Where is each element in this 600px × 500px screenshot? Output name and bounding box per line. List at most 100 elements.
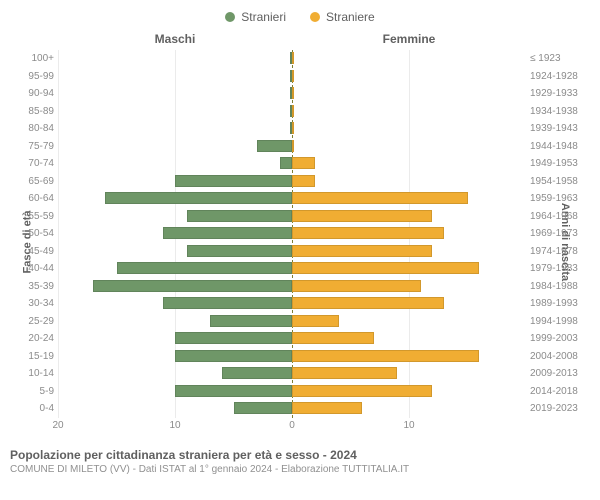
bar-male (175, 385, 292, 397)
age-label: 30-34 (10, 298, 58, 309)
birth-label: ≤ 1923 (526, 53, 590, 64)
legend-swatch-female (310, 12, 320, 22)
age-label: 60-64 (10, 193, 58, 204)
bar-area (58, 348, 526, 366)
bar-male (210, 315, 292, 327)
x-tick: 10 (169, 420, 180, 431)
x-tick: 0 (289, 420, 295, 431)
bar-area (58, 260, 526, 278)
bar-female (292, 87, 294, 99)
pyramid-row: 40-44 1979-1983 (10, 260, 590, 278)
birth-label: 1959-1963 (526, 193, 590, 204)
age-label: 0-4 (10, 403, 58, 414)
population-pyramid: 100+≤ 192395-991924-192890-941929-193385… (10, 50, 590, 418)
age-label: 55-59 (10, 211, 58, 222)
bar-area (58, 155, 526, 173)
bar-female (292, 210, 432, 222)
age-label: 5-9 (10, 386, 58, 397)
birth-label: 1924-1928 (526, 71, 590, 82)
bar-male (117, 262, 293, 274)
pyramid-row: 10-142009-2013 (10, 365, 590, 383)
x-tick: 10 (403, 420, 414, 431)
age-label: 70-74 (10, 158, 58, 169)
pyramid-row: 90-941929-1933 (10, 85, 590, 103)
birth-label: 1984-1988 (526, 281, 590, 292)
legend-swatch-male (225, 12, 235, 22)
bar-area (58, 365, 526, 383)
bar-area (58, 173, 526, 191)
bar-female (292, 297, 444, 309)
bar-area (58, 383, 526, 401)
age-label: 90-94 (10, 88, 58, 99)
bar-female (292, 175, 315, 187)
birth-label: 2009-2013 (526, 368, 590, 379)
bar-male (222, 367, 292, 379)
pyramid-row: 5-9 2014-2018 (10, 383, 590, 401)
header-female: Femmine (292, 32, 526, 46)
age-label: 35-39 (10, 281, 58, 292)
pyramid-row: 45-491974-1978 (10, 243, 590, 261)
age-label: 100+ (10, 53, 58, 64)
bar-male (175, 332, 292, 344)
bar-area (58, 208, 526, 226)
bar-female (292, 367, 397, 379)
pyramid-row: 70-741949-1953 (10, 155, 590, 173)
pyramid-row: 55-59 1964-1968 (10, 208, 590, 226)
bar-area (58, 225, 526, 243)
bar-area (58, 400, 526, 418)
bar-male (257, 140, 292, 152)
age-label: 20-24 (10, 333, 58, 344)
birth-label: 1999-2003 (526, 333, 590, 344)
birth-label: 1934-1938 (526, 106, 590, 117)
birth-label: 1939-1943 (526, 123, 590, 134)
bar-male (175, 175, 292, 187)
age-label: 15-19 (10, 351, 58, 362)
legend-item-female: Straniere (310, 10, 375, 24)
bar-female (292, 332, 374, 344)
bar-area (58, 68, 526, 86)
pyramid-row: 0-42019-2023 (10, 400, 590, 418)
bar-male (163, 297, 292, 309)
pyramid-row: 65-691954-1958 (10, 173, 590, 191)
bar-area (58, 120, 526, 138)
bar-area (58, 243, 526, 261)
birth-label: 2014-2018 (526, 386, 590, 397)
bar-area (58, 190, 526, 208)
bar-female (292, 350, 479, 362)
birth-label: 1964-1968 (526, 211, 590, 222)
bar-area (58, 50, 526, 68)
age-label: 50-54 (10, 228, 58, 239)
bar-female (292, 157, 315, 169)
bar-area (58, 295, 526, 313)
birth-label: 1944-1948 (526, 141, 590, 152)
bar-male (187, 245, 292, 257)
bar-male (175, 350, 292, 362)
age-label: 45-49 (10, 246, 58, 257)
bar-male (234, 402, 293, 414)
pyramid-row: 25-29 1994-1998 (10, 313, 590, 331)
bar-female (292, 192, 468, 204)
pyramid-row: 100+ ≤ 1923 (10, 50, 590, 68)
birth-label: 1969-1973 (526, 228, 590, 239)
bar-female (292, 122, 294, 134)
legend-label-female: Straniere (326, 10, 375, 24)
birth-label: 1994-1998 (526, 316, 590, 327)
bar-female (292, 227, 444, 239)
pyramid-row: 95-991924-1928 (10, 68, 590, 86)
bar-male (105, 192, 292, 204)
bar-area (58, 103, 526, 121)
header-male: Maschi (58, 32, 292, 46)
bar-female (292, 70, 294, 82)
birth-label: 1979-1983 (526, 263, 590, 274)
bar-area (58, 278, 526, 296)
bar-male (187, 210, 292, 222)
pyramid-row: 75-791944-1948 (10, 138, 590, 156)
pyramid-row: 50-54 1969-1973 (10, 225, 590, 243)
pyramid-row: 80-841939-1943 (10, 120, 590, 138)
pyramid-row: 35-39 1984-1988 (10, 278, 590, 296)
birth-label: 2004-2008 (526, 351, 590, 362)
age-label: 40-44 (10, 263, 58, 274)
birth-label: 1954-1958 (526, 176, 590, 187)
legend-item-male: Stranieri (225, 10, 286, 24)
age-label: 25-29 (10, 316, 58, 327)
